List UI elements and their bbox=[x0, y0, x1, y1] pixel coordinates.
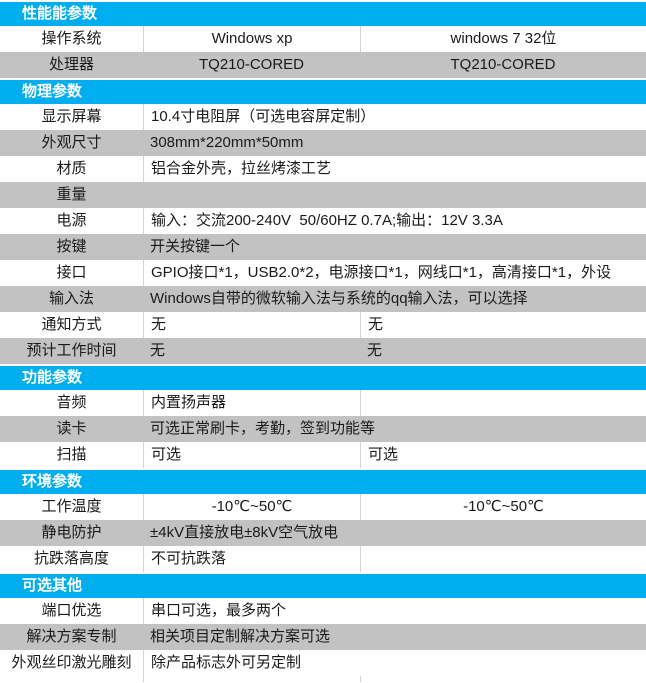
row-label: 按键 bbox=[56, 238, 87, 255]
table-row: 读卡 可选正常刷卡，考勤，签到功能等 bbox=[0, 416, 646, 442]
row-value: 308mm*220mm*50mm bbox=[150, 134, 304, 151]
row-label: 解决方案专制 bbox=[26, 628, 117, 645]
row-value: 铝合金外壳，拉丝烤漆工艺 bbox=[143, 156, 646, 182]
table-row-partial bbox=[0, 676, 646, 682]
table-row: 材质 铝合金外壳，拉丝烤漆工艺 bbox=[0, 156, 646, 182]
table-row: 显示屏幕 10.4寸电阻屏（可选电容屏定制） bbox=[0, 104, 646, 130]
row-value bbox=[360, 546, 646, 572]
table-row: 音频 内置扬声器 bbox=[0, 390, 646, 416]
row-label: 接口 bbox=[56, 264, 87, 281]
row-value: 不可抗跌落 bbox=[143, 546, 360, 572]
table-row: 接口 GPIO接口*1，USB2.0*2，电源接口*1，网线口*1，高清接口*1，… bbox=[0, 260, 646, 286]
section-header-4: 环境参数 bbox=[0, 468, 646, 494]
section-header-1: 性能能参数 bbox=[0, 0, 646, 26]
row-label: 静电防护 bbox=[41, 524, 102, 541]
row-value bbox=[143, 676, 360, 682]
row-value: 可选正常刷卡，考勤，签到功能等 bbox=[150, 420, 376, 437]
table-row: 重量 bbox=[0, 182, 646, 208]
row-value: 无 bbox=[143, 312, 360, 338]
row-value: 串口可选，最多两个 bbox=[143, 598, 646, 624]
row-value: 可选 bbox=[360, 442, 646, 468]
row-value bbox=[143, 182, 646, 208]
row-label: 显示屏幕 bbox=[41, 108, 102, 125]
table-row: 端口优选 串口可选，最多两个 bbox=[0, 598, 646, 624]
row-value: windows 7 32位 bbox=[360, 26, 646, 52]
table-row: 按键 开关按键一个 bbox=[0, 234, 646, 260]
row-value: 除产品标志外可另定制 bbox=[143, 650, 646, 676]
row-value: 10.4寸电阻屏（可选电容屏定制） bbox=[143, 104, 646, 130]
section-header-2: 物理参数 bbox=[0, 78, 646, 104]
row-label: 通知方式 bbox=[41, 316, 102, 333]
row-value: 开关按键一个 bbox=[150, 238, 241, 255]
section-header-5: 可选其他 bbox=[0, 572, 646, 598]
table-row: 通知方式 无无 bbox=[0, 312, 646, 338]
row-value bbox=[360, 390, 646, 416]
table-row: 外观尺寸 308mm*220mm*50mm bbox=[0, 130, 646, 156]
row-value: 无 bbox=[360, 312, 646, 338]
row-label: 读卡 bbox=[56, 420, 87, 437]
row-label: 重量 bbox=[56, 186, 87, 203]
row-value: 可选 bbox=[143, 442, 360, 468]
table-row: 输入法 Windows自带的微软输入法与系统的qq输入法，可以选择 bbox=[0, 286, 646, 312]
row-value: Windows xp bbox=[143, 26, 360, 52]
section-header-3: 功能参数 bbox=[0, 364, 646, 390]
table-row: 扫描 可选 可选 bbox=[0, 442, 646, 468]
row-value: -10℃~50℃ bbox=[360, 494, 646, 520]
row-label: 预计工作时间 bbox=[26, 342, 117, 359]
row-value: ±4kV直接放电±8kV空气放电 bbox=[150, 524, 339, 541]
table-row: 工作温度 -10℃~50℃ -10℃~50℃ bbox=[0, 494, 646, 520]
row-label: 材质 bbox=[56, 160, 87, 177]
row-label: 抗跌落高度 bbox=[33, 550, 109, 567]
row-label: 音频 bbox=[56, 394, 87, 411]
row-label: 输入法 bbox=[48, 290, 94, 307]
row-label: 操作系统 bbox=[41, 30, 102, 47]
row-label: 扫描 bbox=[56, 446, 87, 463]
table-row: 外观丝印激光雕刻 除产品标志外可另定制 bbox=[0, 650, 646, 676]
row-value: Windows自带的微软输入法与系统的qq输入法，可以选择 bbox=[150, 290, 528, 307]
row-value bbox=[360, 676, 646, 682]
table-row: 解决方案专制 相关项目定制解决方案可选 bbox=[0, 624, 646, 650]
table-row: 操作系统 Windows xp windows 7 32位 bbox=[0, 26, 646, 52]
row-label: 外观丝印激光雕刻 bbox=[11, 654, 132, 671]
table-row: 电源 输入：交流200-240V 50/60HZ 0.7A;输出：12V 3.3A bbox=[0, 208, 646, 234]
row-value: TQ210-CORED bbox=[450, 56, 556, 73]
row-value: 相关项目定制解决方案可选 bbox=[150, 628, 331, 645]
table-row: 抗跌落高度 不可抗跌落 bbox=[0, 546, 646, 572]
row-value: TQ210-CORED bbox=[198, 56, 305, 73]
row-value: 输入：交流200-240V 50/60HZ 0.7A;输出：12V 3.3A bbox=[143, 208, 646, 234]
row-value: -10℃~50℃ bbox=[143, 494, 360, 520]
table-row: 处理器 TQ210-CORED TQ210-CORED bbox=[0, 52, 646, 78]
row-label: 工作温度 bbox=[41, 498, 102, 515]
row-value: 无 bbox=[150, 342, 166, 359]
row-label: 处理器 bbox=[48, 56, 94, 73]
row-label: 电源 bbox=[56, 212, 87, 229]
row-label: 端口优选 bbox=[41, 602, 102, 619]
row-label bbox=[0, 676, 143, 682]
row-value: GPIO接口*1，USB2.0*2，电源接口*1，网线口*1，高清接口*1，外设 bbox=[143, 260, 646, 286]
row-label: 外观尺寸 bbox=[41, 134, 102, 151]
table-row: 静电防护 ±4kV直接放电±8kV空气放电 bbox=[0, 520, 646, 546]
table-row: 预计工作时间 无 无 bbox=[0, 338, 646, 364]
row-value: 内置扬声器 bbox=[143, 390, 360, 416]
row-value: 无 bbox=[367, 342, 383, 359]
